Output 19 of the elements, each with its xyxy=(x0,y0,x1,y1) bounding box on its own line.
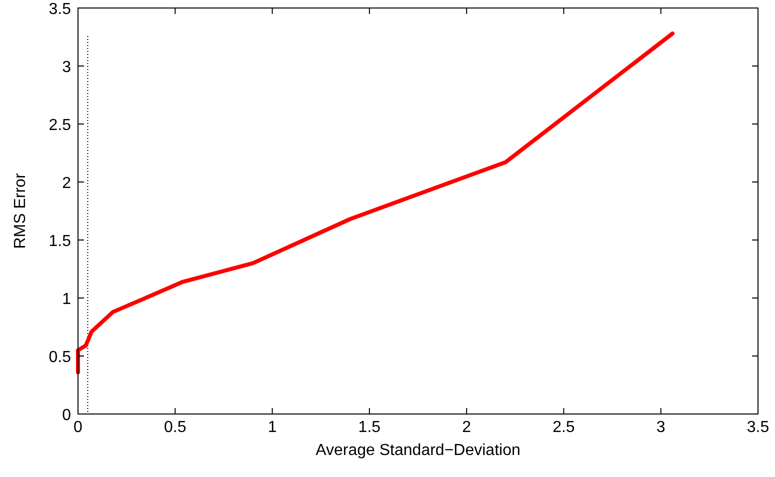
x-tick-label: 1.5 xyxy=(358,419,381,436)
x-tick-label: 2.5 xyxy=(552,419,575,436)
y-tick-label: 0.5 xyxy=(48,349,72,366)
x-tick-label: 1 xyxy=(268,419,277,436)
x-axis-title: Average Standard−Deviation xyxy=(316,442,520,459)
x-tick-label: 2 xyxy=(462,419,472,436)
x-tick-label: 0.5 xyxy=(164,419,186,436)
y-tick-label: 3.5 xyxy=(48,1,72,18)
line-series xyxy=(76,32,675,374)
x-tick-label: 3.5 xyxy=(746,419,770,436)
y-tick-label: 1.5 xyxy=(48,233,72,250)
y-tick-label: 2 xyxy=(62,175,72,192)
y-axis-title: RMS Error xyxy=(12,172,29,249)
y-tick-label: 2.5 xyxy=(48,117,72,134)
y-tick-label: 3 xyxy=(62,59,72,76)
y-tick-label: 0 xyxy=(62,407,72,424)
x-tick-label: 3 xyxy=(656,419,666,436)
x-tick-label: 0 xyxy=(74,419,83,436)
y-tick-label: 1 xyxy=(62,291,72,308)
